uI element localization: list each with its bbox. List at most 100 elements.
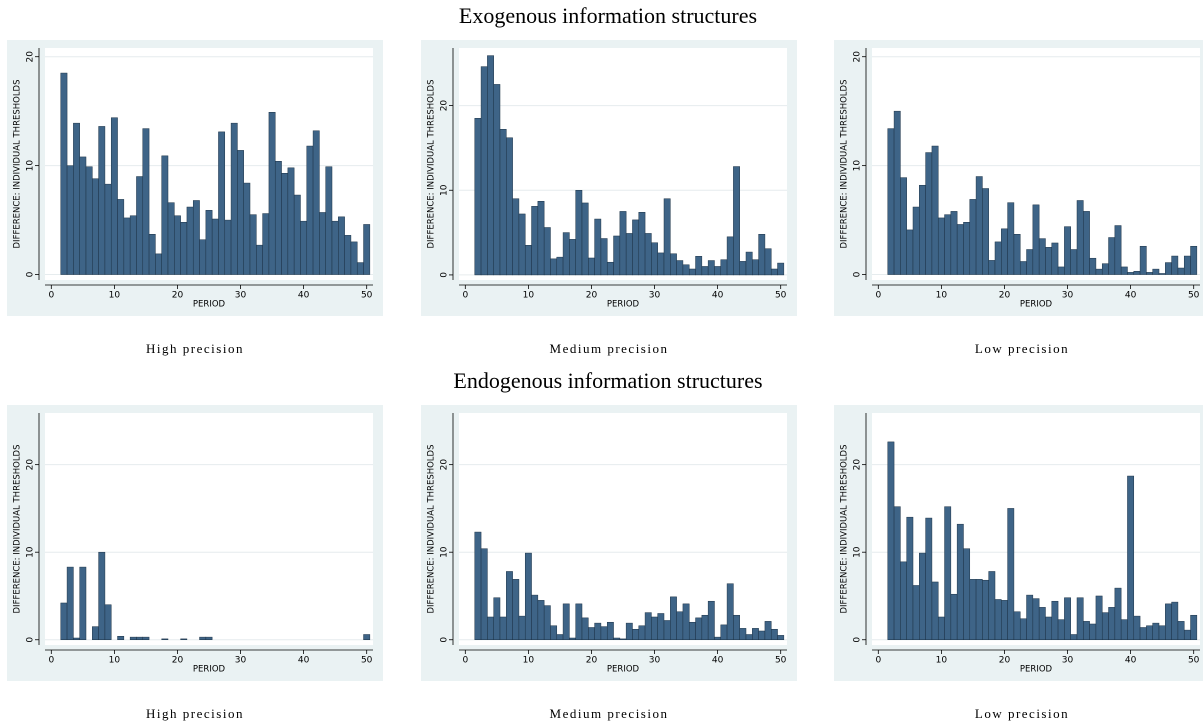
bar — [906, 229, 914, 275]
bar — [192, 200, 200, 275]
bar — [1007, 202, 1015, 275]
caption: High precision — [146, 341, 244, 356]
bar — [770, 268, 778, 276]
bar — [1001, 600, 1008, 640]
bar — [281, 173, 289, 275]
x-tick-label: 40 — [1125, 656, 1137, 666]
x-tick-label: 20 — [586, 291, 598, 301]
bar — [944, 506, 952, 640]
bar — [1177, 267, 1185, 275]
bar — [663, 198, 671, 276]
bar — [506, 137, 513, 276]
y-axis-label: DIFFERENCE: INDIVIDUAL THRESHOLDS — [840, 445, 850, 614]
bar — [1165, 603, 1172, 640]
bar — [638, 625, 646, 640]
bar — [956, 523, 964, 640]
bar — [493, 84, 501, 276]
bar — [338, 216, 345, 275]
bar — [1083, 211, 1090, 275]
bar — [136, 636, 144, 640]
bar — [1152, 268, 1160, 275]
bar — [657, 613, 665, 640]
bar — [1146, 625, 1153, 640]
bar — [73, 122, 80, 275]
bar — [575, 603, 583, 640]
x-axis-label: PERIOD — [193, 300, 226, 310]
x-tick-label: 10 — [109, 291, 121, 301]
bar — [1076, 597, 1084, 640]
bar — [499, 129, 507, 276]
bar — [613, 235, 621, 276]
bar — [1183, 255, 1191, 275]
bar — [174, 215, 181, 275]
bar — [919, 552, 926, 640]
bar — [556, 256, 564, 276]
bar — [733, 166, 740, 276]
caption: Medium precision — [550, 341, 669, 356]
bar — [1152, 622, 1160, 640]
bar — [487, 55, 494, 276]
bar — [331, 220, 339, 275]
bar — [287, 167, 295, 275]
bar — [123, 217, 131, 275]
bar — [487, 616, 494, 640]
x-tick-label: 0 — [462, 291, 468, 301]
bar — [588, 627, 595, 640]
bar — [663, 620, 671, 640]
bar — [701, 266, 709, 276]
bar — [1183, 629, 1191, 640]
x-tick-label: 0 — [875, 656, 881, 666]
bar — [1158, 273, 1166, 275]
bar — [224, 219, 232, 275]
bar — [117, 635, 125, 640]
bar — [950, 211, 958, 275]
bar — [569, 637, 576, 640]
bar — [180, 222, 188, 275]
bar — [752, 259, 759, 276]
bar — [1120, 266, 1128, 275]
x-axis-label: PERIOD — [607, 300, 640, 310]
bar — [770, 628, 778, 640]
bar — [167, 202, 175, 275]
bar — [474, 118, 482, 276]
plot-area — [45, 413, 373, 645]
bar — [644, 233, 652, 276]
bar — [969, 579, 977, 640]
bar — [98, 551, 106, 640]
bar — [142, 636, 150, 640]
bar — [363, 224, 371, 275]
bar — [1101, 612, 1109, 640]
bar — [186, 206, 194, 275]
y-tick-label: 0 — [440, 637, 450, 643]
bar — [129, 636, 137, 640]
bar — [670, 596, 677, 640]
bar — [739, 261, 747, 276]
bar — [651, 242, 658, 276]
x-tick-label: 10 — [109, 656, 121, 666]
bar — [550, 258, 558, 276]
x-tick-label: 10 — [523, 291, 535, 301]
bar — [1190, 245, 1198, 275]
bar — [912, 585, 920, 640]
x-tick-label: 40 — [712, 656, 724, 666]
bar — [1120, 619, 1128, 640]
bar — [1108, 237, 1116, 275]
bar — [1139, 245, 1147, 275]
bar — [1057, 266, 1065, 275]
bar — [606, 261, 614, 276]
bar — [588, 257, 595, 276]
bar — [1095, 595, 1103, 640]
bar — [963, 548, 971, 640]
bar — [893, 110, 901, 275]
y-tick-label: 10 — [26, 160, 36, 172]
bar — [543, 227, 551, 276]
y-tick-label: 10 — [853, 160, 863, 172]
bar — [474, 531, 482, 640]
bar — [562, 232, 570, 276]
bar — [155, 253, 162, 275]
y-tick-label: 20 — [26, 459, 36, 471]
bar — [79, 566, 87, 640]
bar — [764, 248, 772, 276]
bar — [758, 630, 766, 640]
bar — [944, 214, 952, 275]
